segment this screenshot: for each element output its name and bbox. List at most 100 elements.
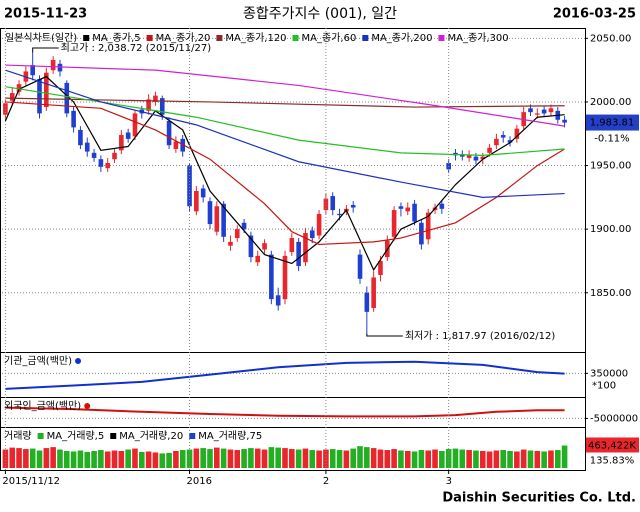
unit-note: *100 [592, 380, 616, 391]
y-tick-label: 1850.00 [590, 288, 631, 299]
end-date: 2016-03-25 [553, 7, 636, 22]
volume-bar [343, 450, 350, 468]
volume-bar [561, 445, 568, 468]
volume-bar [261, 449, 268, 468]
volume-bar [214, 447, 220, 468]
volume-bar [91, 451, 97, 468]
current-price-box [586, 114, 639, 131]
candle-body [30, 65, 35, 76]
candle-body [71, 110, 76, 128]
line [5, 64, 565, 127]
legend-label: 외국인_금액(백만) [4, 400, 81, 412]
candle-body [419, 222, 424, 245]
volume-bar [364, 447, 370, 468]
legend-marker [438, 35, 445, 41]
candle-body [159, 98, 165, 115]
candle-body [44, 72, 49, 108]
volume-bar [29, 448, 36, 468]
volume-bar [70, 451, 77, 468]
candle-body [194, 191, 199, 212]
candle-body [269, 254, 274, 300]
legend-label: MA_종가,300 [447, 32, 508, 44]
candle-body [234, 229, 240, 239]
candle-body [357, 254, 363, 279]
candle-body [541, 109, 547, 114]
candle-body [262, 243, 267, 250]
volume-bar [268, 447, 275, 468]
candle-body [146, 99, 151, 111]
volume-bar [336, 450, 343, 468]
volume-ratio: 135.83% [590, 455, 635, 466]
line [5, 406, 565, 418]
volume-bar [418, 450, 425, 468]
line [5, 97, 565, 108]
footer-brand: Daishin Securities Co. Ltd. [442, 491, 636, 506]
candle-body [514, 128, 520, 139]
line [5, 101, 565, 246]
candle-body [480, 156, 486, 160]
current-price: 1,983.81 [590, 118, 635, 129]
candle-body [91, 152, 97, 158]
volume-bar [111, 450, 118, 468]
volume-bar [534, 451, 541, 468]
legend-label: 일본식차트(일간) [5, 32, 77, 44]
candle-body [460, 154, 465, 157]
volume-bar [50, 447, 56, 468]
candle-body [200, 188, 206, 198]
candle-body [425, 212, 431, 240]
candle-body [296, 241, 301, 267]
candle-body [309, 230, 315, 239]
candle-body [105, 163, 110, 169]
volume-bar [432, 449, 438, 468]
legend-marker [84, 403, 91, 409]
volume-bar [98, 450, 104, 468]
legend-label: MA_종가,200 [371, 32, 432, 44]
y-tick-label: 350000 [590, 368, 628, 379]
candle-body [221, 203, 226, 237]
volume-bar [220, 448, 227, 468]
candle-body [350, 204, 356, 208]
volume-bar [152, 452, 159, 468]
candle-body [466, 155, 472, 158]
volume-bar [23, 449, 29, 468]
volume-bar [241, 449, 247, 468]
candle-body [84, 142, 90, 152]
volume-bar [63, 451, 70, 468]
volume-bar [84, 451, 91, 468]
candle-body [50, 59, 56, 71]
volume-bar [316, 450, 322, 468]
candle-body [507, 140, 513, 143]
candle-body [125, 132, 131, 139]
volume-bar [391, 449, 397, 468]
candle-body [132, 113, 138, 137]
candle-body [119, 135, 124, 151]
legend-label: MA_종가,60 [302, 32, 357, 44]
volume-bar [132, 448, 138, 468]
low-pointer [366, 333, 403, 337]
legend-marker [292, 35, 299, 41]
volume-bar [398, 450, 404, 468]
candle-body [562, 119, 567, 123]
volume-bar [486, 451, 493, 468]
volume-bar [466, 450, 472, 468]
candle-body [323, 198, 329, 211]
legend-marker [216, 35, 223, 41]
line [5, 360, 565, 390]
volume-bar [377, 449, 384, 468]
volume-bar [200, 448, 206, 468]
volume-bar [445, 449, 452, 468]
volume-bar [118, 451, 125, 468]
volume-bar [514, 451, 520, 468]
candle-body [57, 63, 63, 72]
legend-label: MA_종가,20 [156, 32, 211, 44]
legend-label: 기관_금액(백만) [4, 355, 72, 367]
volume-bar [459, 449, 466, 468]
current-volume: 463,422K [588, 440, 636, 451]
candle-body [153, 95, 158, 102]
volume-bar [452, 448, 459, 468]
y-tick-label: 1900.00 [590, 224, 631, 235]
candle-body [98, 159, 104, 167]
candle-body [228, 241, 233, 246]
